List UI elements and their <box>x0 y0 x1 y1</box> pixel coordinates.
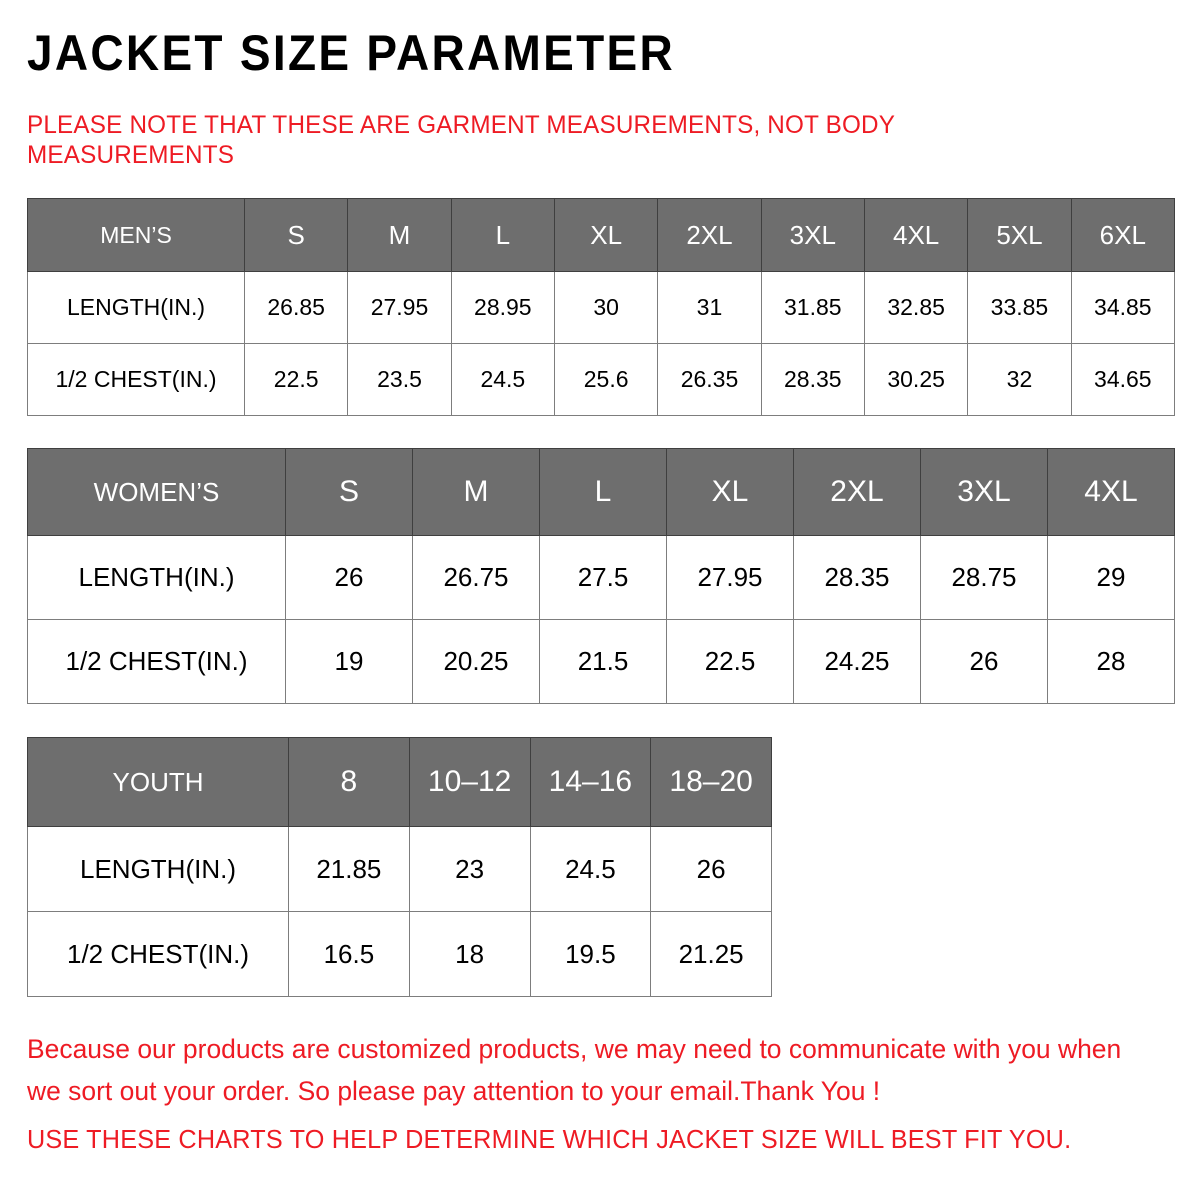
size-header-womens-4: 2XL <box>793 448 921 536</box>
table-row: 1/2 CHEST(IN.) 22.5 23.5 24.5 25.6 26.35 28.35… <box>27 343 1176 416</box>
size-header-youth-0: 8 <box>288 737 410 827</box>
youth-table-body: LENGTH(IN.) 21.85 23 24.5 26 1/2 CHEST(IN.) 16… <box>27 826 772 997</box>
measurement-value-mens-1-2: 24.5 <box>450 343 555 416</box>
use-charts-note: USE THESE CHARTS TO HELP DETERMINE WHICH… <box>27 1124 1072 1154</box>
measurement-value-womens-0-4: 28.35 <box>793 535 921 620</box>
size-header-womens-0: S <box>285 448 413 536</box>
measurement-value-mens-0-7: 33.85 <box>967 271 1072 344</box>
measurement-value-mens-0-6: 32.85 <box>863 271 969 344</box>
size-header-womens-2: L <box>539 448 667 536</box>
measurement-value-youth-1-0: 16.5 <box>288 911 410 997</box>
measurement-label-youth-1: 1/2 CHEST(IN.) <box>27 911 289 997</box>
size-header-mens-0: S <box>243 198 349 272</box>
measurement-label-womens-1: 1/2 CHEST(IN.) <box>27 619 286 704</box>
measurement-value-womens-0-5: 28.75 <box>920 535 1048 620</box>
measurement-value-womens-0-1: 26.75 <box>412 535 540 620</box>
measurement-value-mens-0-2: 28.95 <box>450 271 555 344</box>
measurement-value-womens-0-0: 26 <box>285 535 413 620</box>
youth-table-title: YOUTH <box>27 737 289 827</box>
measurement-label-mens-1: 1/2 CHEST(IN.) <box>27 343 245 416</box>
table-header-row: YOUTH 8 10–12 14–16 18–20 <box>27 737 772 827</box>
measurement-value-mens-0-0: 26.85 <box>243 271 349 344</box>
table-row: LENGTH(IN.) 26 26.75 27.5 27.95 28.35 28.75 29 <box>27 535 1175 620</box>
measurement-value-mens-0-5: 31.85 <box>760 271 865 344</box>
measurement-value-womens-1-0: 19 <box>285 619 413 704</box>
measurement-value-womens-1-1: 20.25 <box>412 619 540 704</box>
measurement-value-womens-1-6: 28 <box>1047 619 1175 704</box>
measurement-value-mens-0-1: 27.95 <box>347 271 452 344</box>
measurement-value-mens-1-7: 32 <box>967 343 1072 416</box>
measurement-value-womens-1-5: 26 <box>920 619 1048 704</box>
measurement-label-mens-0: LENGTH(IN.) <box>27 271 245 344</box>
measurement-value-mens-1-4: 26.35 <box>657 343 762 416</box>
measurement-value-womens-0-3: 27.95 <box>666 535 794 620</box>
womens-table-body: LENGTH(IN.) 26 26.75 27.5 27.95 28.35 28.75 29 1… <box>27 535 1175 704</box>
page-title: JACKET SIZE PARAMETER <box>27 25 676 81</box>
size-header-mens-5: 3XL <box>760 198 865 272</box>
table-row: 1/2 CHEST(IN.) 16.5 18 19.5 21.25 <box>27 911 772 997</box>
measurement-value-youth-0-0: 21.85 <box>288 826 410 912</box>
size-header-womens-1: M <box>412 448 540 536</box>
measurement-value-mens-1-5: 28.35 <box>760 343 865 416</box>
table-row: LENGTH(IN.) 26.85 27.95 28.95 30 31 31.85 32.85… <box>27 271 1176 344</box>
womens-table-head: WOMEN’S S M L XL 2XL 3XL 4XL <box>27 448 1175 536</box>
size-header-youth-1: 10–12 <box>408 737 531 827</box>
size-header-youth-3: 18–20 <box>650 737 772 827</box>
table-row: LENGTH(IN.) 21.85 23 24.5 26 <box>27 826 772 912</box>
measurement-value-womens-0-2: 27.5 <box>539 535 667 620</box>
customized-products-note: Because our products are customized prod… <box>27 1034 1122 1106</box>
measurement-value-youth-1-3: 21.25 <box>650 911 772 997</box>
mens-size-table: MEN’S S M L XL 2XL 3XL 4XL 5XL 6XL LENGTH(IN.) 26.… <box>27 198 1176 416</box>
measurement-value-mens-1-1: 23.5 <box>347 343 452 416</box>
size-header-mens-8: 6XL <box>1070 198 1176 272</box>
womens-size-table: WOMEN’S S M L XL 2XL 3XL 4XL LENGTH(IN.) 26 26.75… <box>27 448 1175 704</box>
mens-table-head: MEN’S S M L XL 2XL 3XL 4XL 5XL 6XL <box>27 198 1176 272</box>
youth-table-head: YOUTH 8 10–12 14–16 18–20 <box>27 737 772 827</box>
mens-table-title: MEN’S <box>27 198 245 272</box>
measurement-value-mens-0-8: 34.85 <box>1070 271 1176 344</box>
measurement-value-youth-1-1: 18 <box>408 911 531 997</box>
womens-table-title: WOMEN’S <box>27 448 286 536</box>
size-header-womens-5: 3XL <box>920 448 1048 536</box>
measurement-value-womens-1-4: 24.25 <box>793 619 921 704</box>
mens-table-body: LENGTH(IN.) 26.85 27.95 28.95 30 31 31.85 32.85… <box>27 271 1176 416</box>
measurement-value-mens-1-6: 30.25 <box>863 343 969 416</box>
size-header-womens-3: XL <box>666 448 794 536</box>
measurement-value-youth-0-3: 26 <box>650 826 772 912</box>
size-header-mens-3: XL <box>553 198 659 272</box>
measurement-label-womens-0: LENGTH(IN.) <box>27 535 286 620</box>
measurement-value-mens-0-3: 30 <box>553 271 659 344</box>
garment-measurement-note: PLEASE NOTE THAT THESE ARE GARMENT MEASU… <box>27 111 895 169</box>
measurement-value-mens-1-3: 25.6 <box>553 343 659 416</box>
measurement-value-mens-1-8: 34.65 <box>1070 343 1176 416</box>
table-row: 1/2 CHEST(IN.) 19 20.25 21.5 22.5 24.25 26 28 <box>27 619 1175 704</box>
measurement-value-youth-0-2: 24.5 <box>529 826 652 912</box>
table-header-row: MEN’S S M L XL 2XL 3XL 4XL 5XL 6XL <box>27 198 1176 272</box>
measurement-value-mens-0-4: 31 <box>657 271 762 344</box>
table-header-row: WOMEN’S S M L XL 2XL 3XL 4XL <box>27 448 1175 536</box>
size-header-youth-2: 14–16 <box>529 737 652 827</box>
measurement-value-youth-0-1: 23 <box>408 826 531 912</box>
measurement-value-mens-1-0: 22.5 <box>243 343 349 416</box>
youth-size-table: YOUTH 8 10–12 14–16 18–20 LENGTH(IN.) 21.85 23… <box>27 737 772 997</box>
measurement-value-youth-1-2: 19.5 <box>529 911 652 997</box>
measurement-label-youth-0: LENGTH(IN.) <box>27 826 289 912</box>
measurement-value-womens-1-3: 22.5 <box>666 619 794 704</box>
size-header-mens-2: L <box>450 198 555 272</box>
measurement-value-womens-1-2: 21.5 <box>539 619 667 704</box>
size-header-mens-1: M <box>347 198 452 272</box>
size-header-mens-4: 2XL <box>657 198 762 272</box>
measurement-value-womens-0-6: 29 <box>1047 535 1175 620</box>
size-header-mens-6: 4XL <box>863 198 969 272</box>
size-header-mens-7: 5XL <box>967 198 1072 272</box>
size-header-womens-6: 4XL <box>1047 448 1175 536</box>
